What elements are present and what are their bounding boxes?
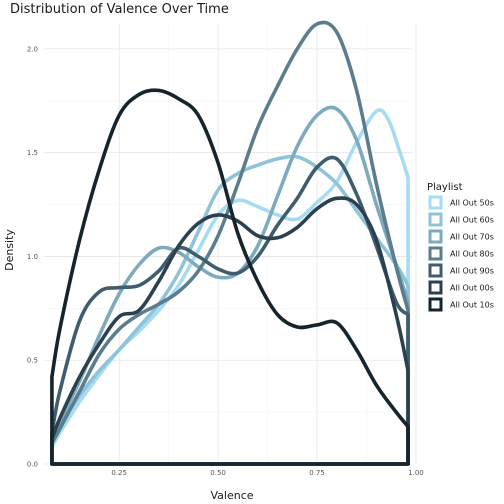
legend-swatch bbox=[428, 280, 443, 295]
y-axis-title: Density bbox=[3, 229, 16, 271]
density-curves bbox=[50, 20, 410, 466]
y-tick-label: 1.5 bbox=[27, 149, 38, 157]
y-tick-label: 1.0 bbox=[27, 253, 38, 261]
legend: Playlist All Out 50s All Out 60s All Out 7… bbox=[427, 182, 494, 312]
legend-swatch bbox=[428, 212, 443, 227]
legend-label: All Out 60s bbox=[450, 216, 494, 225]
density-curve-6 bbox=[50, 196, 410, 466]
legend-label: All Out 50s bbox=[450, 199, 494, 208]
legend-label: All Out 90s bbox=[450, 267, 494, 276]
legend-label: All Out 00s bbox=[450, 284, 494, 293]
legend-title: Playlist bbox=[427, 182, 463, 193]
x-tick-label: 0.25 bbox=[111, 469, 127, 477]
legend-label: All Out 80s bbox=[450, 250, 494, 259]
x-tick-label: 0.75 bbox=[309, 469, 325, 477]
x-tick-label: 0.50 bbox=[210, 469, 226, 477]
legend-label: All Out 70s bbox=[450, 233, 494, 242]
density-curve-5 bbox=[50, 155, 410, 466]
x-axis-title: Valence bbox=[210, 489, 253, 502]
x-tick-label: 1.00 bbox=[408, 469, 424, 477]
legend-swatch bbox=[428, 297, 443, 312]
density-curve-7 bbox=[50, 88, 410, 466]
legend-swatch bbox=[428, 246, 443, 261]
chart-title: Distribution of Valence Over Time bbox=[10, 2, 229, 17]
legend-swatch bbox=[428, 195, 443, 210]
legend-swatch bbox=[428, 263, 443, 278]
density-curve-1 bbox=[50, 108, 410, 466]
grid bbox=[44, 24, 417, 465]
density-curve-4 bbox=[50, 20, 410, 466]
axis-ticks: 0.25 0.50 0.75 1.00 0.0 0.5 1.0 1.5 2.0 bbox=[27, 45, 424, 477]
density-curve-2 bbox=[50, 154, 410, 466]
legend-label: All Out 10s bbox=[450, 301, 494, 310]
y-tick-label: 0.0 bbox=[27, 461, 38, 469]
legend-swatch bbox=[428, 229, 443, 244]
y-tick-label: 0.5 bbox=[27, 357, 38, 365]
density-curve-3 bbox=[50, 105, 410, 466]
y-tick-label: 2.0 bbox=[27, 45, 38, 53]
